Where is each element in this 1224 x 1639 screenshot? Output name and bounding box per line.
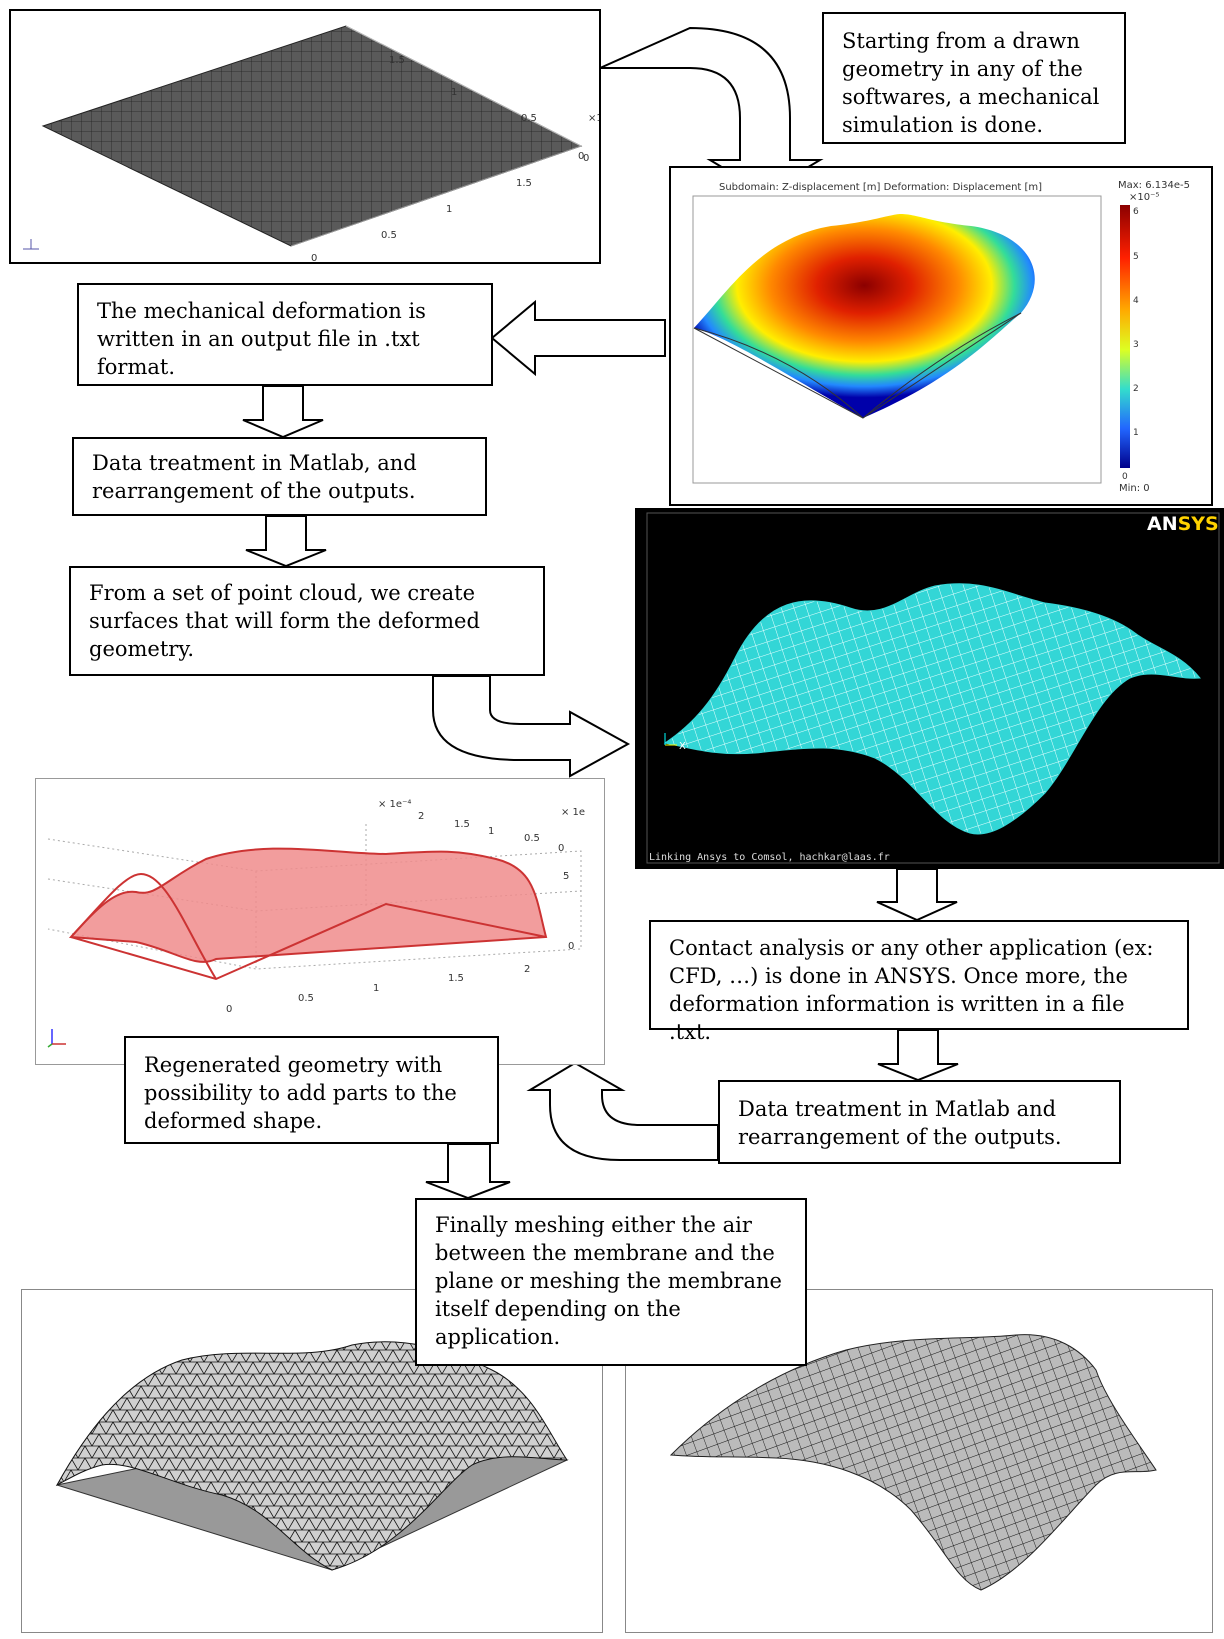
- comsol-plot: Subdomain: Z-displacement [m] Deformatio…: [669, 166, 1213, 506]
- tick-label: 2: [524, 964, 530, 975]
- tick-label: 1.5: [454, 819, 470, 830]
- colorbar-tick: 0: [1122, 472, 1128, 482]
- tick-label: 1.5: [448, 973, 464, 984]
- membrane-mesh-graphic: [669, 1334, 1157, 1591]
- colorbar-tick: 3: [1133, 340, 1139, 350]
- tick-label: 0: [568, 941, 574, 952]
- tick-label: 0.5: [298, 993, 314, 1004]
- flat-plate-graphic: 1.5 1 0.5 0 0 0.5 1 1.5 0 ×1: [23, 25, 603, 264]
- axis-triad-icon: X: [664, 733, 686, 752]
- air-mesh-surface: [55, 1341, 568, 1571]
- tick-label: 0: [583, 153, 589, 164]
- arrow-ansys-to-step5: [876, 868, 958, 922]
- comsol-max: Max: 6.134e-5: [1118, 180, 1190, 191]
- tick-label: 0.5: [381, 230, 397, 241]
- deformed-surface: [694, 214, 1035, 418]
- step3-box: Data treatment in Matlab, and rearrangem…: [72, 437, 487, 516]
- step8-text: Finally meshing either the air between t…: [435, 1213, 782, 1349]
- tick-label: 0.5: [521, 113, 537, 124]
- step4-text: From a set of point cloud, we create sur…: [89, 581, 480, 661]
- step6-box: Data treatment in Matlab and rearrangeme…: [718, 1080, 1121, 1164]
- tick-label: ×1: [588, 113, 599, 124]
- step5-box: Contact analysis or any other applicatio…: [649, 920, 1189, 1044]
- axis-triad-icon: [47, 1029, 66, 1048]
- step2-box: The mechanical deformation is written in…: [77, 283, 493, 386]
- tick-label: 0: [558, 843, 564, 854]
- colorbar-tick: 5: [1133, 252, 1139, 262]
- arrow-step6-to-regen: [526, 1061, 719, 1161]
- tick-label: 1.5: [389, 55, 405, 66]
- step2-text: The mechanical deformation is written in…: [97, 299, 426, 379]
- tick-label: 1.5: [516, 178, 532, 189]
- tick-label: 0: [226, 1004, 232, 1015]
- regen-surface: [68, 847, 548, 963]
- tick-label: 0: [578, 151, 584, 162]
- comsol-graphic: Subdomain: Z-displacement [m] Deformatio…: [692, 180, 1190, 494]
- air-mesh-graphic: [55, 1341, 569, 1571]
- axis-triad-icon: [23, 239, 39, 250]
- arrow-step2-to-step3: [242, 385, 324, 439]
- tick-label: 0: [311, 253, 317, 262]
- regen-graphic: × 1e⁻⁴ × 1e 2 1.5 1 0.5 0 5 0 0 0.5 1 1.…: [47, 799, 585, 1048]
- step1-text: Starting from a drawn geometry in any of…: [842, 29, 1100, 137]
- step5-text: Contact analysis or any other applicatio…: [669, 936, 1154, 1044]
- colorbar-tick: 6: [1133, 207, 1139, 217]
- arrow-step7-to-step8: [425, 1143, 511, 1200]
- step3-text: Data treatment in Matlab, and rearrangem…: [92, 451, 417, 503]
- tick-label: 1: [373, 983, 379, 994]
- step1-box: Starting from a drawn geometry in any of…: [822, 12, 1126, 144]
- ansys-axis-label: X: [679, 741, 686, 752]
- ansys-graphic: ANSYS X Linking Ansys to Comsol, hachkar…: [646, 512, 1220, 864]
- colorbar-tick: 2: [1133, 384, 1139, 394]
- step4-box: From a set of point cloud, we create sur…: [69, 566, 545, 676]
- regen-exp: × 1e⁻⁴: [378, 799, 411, 810]
- colorbar: [1120, 205, 1130, 468]
- step7-box: Regenerated geometry with possibility to…: [124, 1036, 499, 1144]
- ansys-plot: ANSYS X Linking Ansys to Comsol, hachkar…: [635, 508, 1224, 869]
- colorbar-tick: 1: [1133, 428, 1139, 438]
- ansys-surface: [663, 583, 1201, 835]
- arrow-plate-to-step1: [599, 26, 824, 195]
- arrow-step4-to-ansys: [432, 675, 631, 778]
- regen-plot: × 1e⁻⁴ × 1e 2 1.5 1 0.5 0 5 0 0 0.5 1 1.…: [35, 778, 605, 1065]
- colorbar-tick: 4: [1133, 296, 1139, 306]
- ansys-logo: ANSYS: [1147, 513, 1219, 535]
- arrow-step3-to-step4: [245, 515, 327, 568]
- step7-text: Regenerated geometry with possibility to…: [144, 1053, 457, 1133]
- membrane-surface: [669, 1334, 1157, 1591]
- regen-x-exp: × 1e: [561, 807, 585, 818]
- tick-label: 5: [563, 871, 569, 882]
- ansys-caption: Linking Ansys to Comsol, hachkar@laas.fr: [649, 852, 890, 863]
- flat-plate-plot: 1.5 1 0.5 0 0 0.5 1 1.5 0 ×1: [9, 9, 603, 264]
- comsol-title: Subdomain: Z-displacement [m] Deformatio…: [719, 182, 1042, 193]
- tick-label: 2: [418, 811, 424, 822]
- tick-label: 0.5: [524, 833, 540, 844]
- flat-plate-surface: [41, 25, 583, 247]
- tick-label: 1: [446, 204, 452, 215]
- tick-label: 1: [488, 826, 494, 837]
- tick-label: 1: [451, 87, 457, 98]
- comsol-min: Min: 0: [1119, 483, 1150, 494]
- step8-box: Finally meshing either the air between t…: [415, 1198, 807, 1366]
- arrow-comsol-to-step2: [490, 299, 666, 377]
- comsol-exponent: ×10⁻⁵: [1129, 192, 1159, 203]
- arrow-step5-to-step6: [877, 1029, 959, 1082]
- step6-text: Data treatment in Matlab and rearrangeme…: [738, 1097, 1062, 1149]
